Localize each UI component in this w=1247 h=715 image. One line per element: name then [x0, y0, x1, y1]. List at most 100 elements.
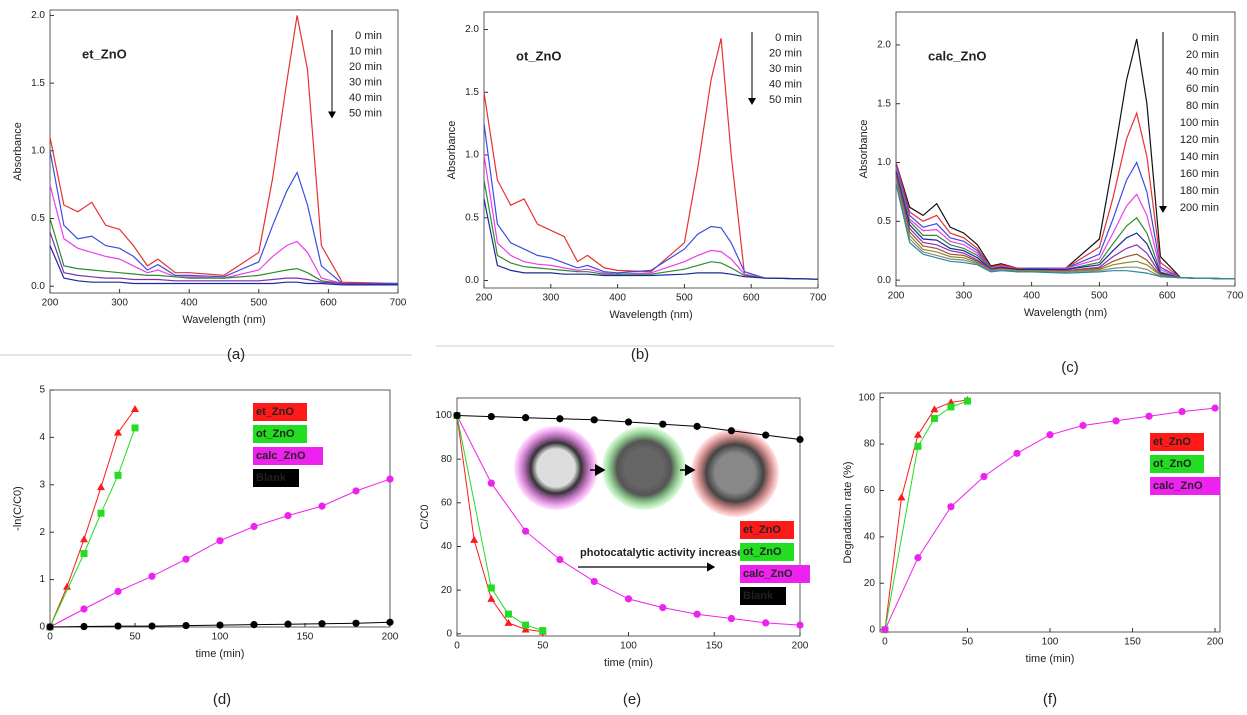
y-tick-label: 80 [441, 454, 453, 465]
note: photocatalytic activity increases [580, 547, 749, 559]
y-tick-label: 1.5 [465, 87, 479, 98]
point [182, 621, 190, 630]
spectrum-line [49, 15, 399, 285]
legend-label: 50 min [769, 94, 802, 106]
legend-label: 30 min [769, 63, 802, 75]
y-tick-label: 0 [39, 622, 45, 633]
point [659, 420, 667, 428]
legend-label: 10 min [349, 45, 382, 57]
legend-label: 20 min [769, 47, 802, 59]
legend-swatch [740, 587, 786, 605]
point [522, 621, 530, 629]
y-tick-label: 20 [864, 578, 876, 589]
sample-label: et_ZnO [82, 46, 127, 61]
point [947, 403, 955, 411]
point [80, 550, 88, 558]
y-axis-label: Degradation rate (%) [842, 461, 854, 563]
legend-label: Blank [256, 472, 287, 484]
y-tick-label: 1.0 [31, 145, 45, 156]
legend-label: 140 min [1180, 151, 1219, 163]
x-tick-label: 500 [1091, 291, 1108, 302]
legend-label: Blank [743, 590, 774, 602]
point [1079, 421, 1087, 430]
panel: 0 50 100 150 200 0 20 40 60 80 100 time (min) C/C0 (e… [419, 397, 810, 708]
y-tick-label: 0 [446, 628, 452, 639]
legend-label: 80 min [1186, 100, 1219, 112]
point [624, 595, 633, 603]
point [453, 411, 461, 420]
series-line [456, 415, 543, 633]
point [727, 614, 736, 623]
x-tick-label: 400 [1023, 291, 1040, 302]
point [947, 503, 955, 511]
y-tick-label: 1.5 [31, 78, 45, 89]
legend-label: ot_ZnO [743, 546, 782, 558]
legend-label: calc_ZnO [1153, 480, 1203, 492]
legend-label: 180 min [1180, 185, 1219, 197]
x-tick-label: 150 [1124, 637, 1141, 648]
x-tick-label: 700 [390, 298, 407, 309]
point [63, 582, 71, 590]
point [80, 622, 88, 631]
series-line [884, 400, 968, 630]
legend-label: calc_ZnO [256, 450, 306, 462]
plot-frame [483, 11, 819, 289]
point [693, 422, 701, 430]
point [881, 626, 889, 634]
series-line [884, 399, 968, 630]
x-tick-label: 600 [743, 293, 760, 304]
point [97, 509, 105, 517]
caption: (a) [227, 346, 245, 363]
point [659, 604, 667, 612]
legend-swatch [740, 543, 794, 561]
legend-swatch [740, 521, 794, 539]
point [930, 415, 938, 423]
panel: 200 300 400 500 600 700 0.0 0.5 1.0 1.5 2.0 Wavelen… [12, 9, 407, 363]
spectrum-line [49, 245, 398, 286]
legend-label: 0 min [1192, 32, 1219, 44]
x-tick-label: 600 [320, 298, 337, 309]
point [148, 622, 156, 630]
point [131, 404, 139, 412]
x-axis-label: time (min) [604, 657, 653, 669]
spectrum-line [895, 171, 1236, 280]
point [762, 619, 770, 627]
point [318, 502, 326, 510]
legend-label: 20 min [1186, 49, 1219, 61]
spectrum-line [49, 150, 398, 285]
caption: (b) [631, 346, 649, 363]
legend-label: 30 min [349, 76, 382, 88]
y-tick-label: 2.0 [31, 10, 45, 21]
plot-frame [49, 389, 391, 628]
caption: (c) [1061, 359, 1079, 376]
legend-swatch [253, 425, 307, 443]
panel: 0 50 100 150 200 0 1 2 3 4 5 time (min) -ln(C/C0) (d)… [12, 385, 399, 708]
panel: 0 50 100 150 200 0 20 40 60 80 100 time (min) Degrad… [842, 392, 1224, 708]
y-tick-label: 20 [441, 585, 453, 596]
panel: 200 300 400 500 600 700 0.0 0.5 1.0 1.5 2.0 Wavelen… [446, 11, 827, 363]
sem-images [514, 426, 779, 572]
sample-label: ot_ZnO [516, 48, 562, 63]
point [114, 471, 122, 479]
x-tick-label: 300 [955, 291, 972, 302]
point [352, 619, 360, 627]
spectrum-line [49, 184, 399, 286]
point [352, 487, 360, 495]
y-tick-label: 1.0 [877, 157, 891, 168]
caption: (e) [623, 691, 641, 708]
series-line [49, 408, 136, 628]
x-axis-label: Wavelength (nm) [182, 314, 265, 326]
y-tick-label: 40 [864, 532, 876, 543]
legend-label: et_ZnO [743, 524, 781, 536]
y-tick-label: 1.0 [465, 150, 479, 161]
point [504, 618, 513, 626]
x-tick-label: 50 [962, 637, 974, 648]
x-tick-label: 500 [250, 298, 267, 309]
x-tick-label: 0 [882, 637, 888, 648]
point [46, 623, 54, 631]
point [250, 522, 258, 531]
point [114, 622, 122, 630]
x-tick-label: 200 [888, 291, 905, 302]
point [914, 442, 922, 450]
x-tick-label: 150 [706, 641, 723, 652]
